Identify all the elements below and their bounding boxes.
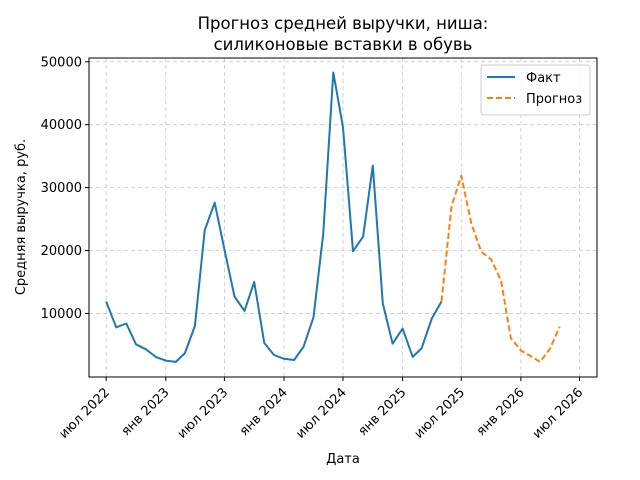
legend-label-forecast: Прогноз	[526, 92, 582, 107]
y-axis: 10000 20000 30000 40000 50000	[41, 55, 89, 322]
y-tick-label: 40000	[41, 118, 82, 133]
y-tick-label: 20000	[41, 244, 82, 259]
y-tick-label: 10000	[41, 307, 82, 322]
series-line-forecast	[440, 174, 561, 363]
y-tick-label: 30000	[41, 181, 82, 196]
chart-title-line-1: Прогноз средней выручки, ниша:	[198, 14, 489, 33]
legend: Факт Прогноз	[480, 64, 591, 116]
x-axis-label: Дата	[326, 452, 360, 467]
series-line-fact	[105, 71, 443, 363]
y-axis-label: Средняя выручка, руб.	[14, 139, 29, 295]
y-tick-label: 50000	[41, 55, 82, 70]
series-layer	[105, 71, 561, 363]
chart-title-line-2: силиконовые вставки в обувь	[214, 35, 473, 54]
legend-label-fact: Факт	[526, 71, 561, 86]
grid	[89, 58, 597, 377]
